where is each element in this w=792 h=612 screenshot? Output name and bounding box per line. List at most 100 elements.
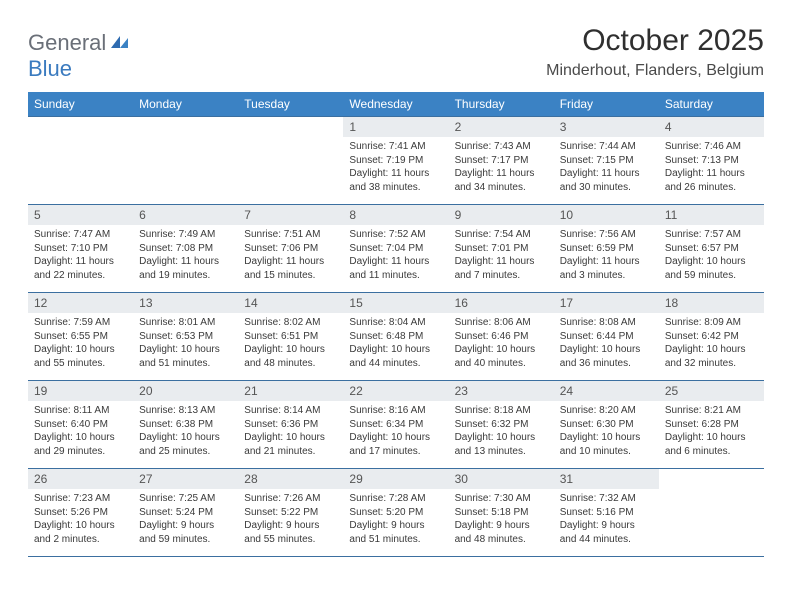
sunset-text: Sunset: 6:36 PM — [244, 418, 337, 432]
day-number: 8 — [343, 205, 448, 225]
day-cell — [28, 117, 133, 205]
sunset-text: Sunset: 6:46 PM — [455, 330, 548, 344]
sunrise-text: Sunrise: 7:59 AM — [34, 316, 127, 330]
sunset-text: Sunset: 7:13 PM — [665, 154, 758, 168]
day-cell: 24Sunrise: 8:20 AMSunset: 6:30 PMDayligh… — [554, 381, 659, 469]
header: General Blue October 2025 Minderhout, Fl… — [28, 24, 764, 82]
day-cell: 27Sunrise: 7:25 AMSunset: 5:24 PMDayligh… — [133, 469, 238, 557]
sunset-text: Sunset: 6:38 PM — [139, 418, 232, 432]
day-cell: 15Sunrise: 8:04 AMSunset: 6:48 PMDayligh… — [343, 293, 448, 381]
sunrise-text: Sunrise: 8:06 AM — [455, 316, 548, 330]
page-title: October 2025 — [546, 24, 764, 58]
day-cell — [659, 469, 764, 557]
day-cell: 5Sunrise: 7:47 AMSunset: 7:10 PMDaylight… — [28, 205, 133, 293]
daylight-text-2: and 32 minutes. — [665, 357, 758, 371]
sunrise-text: Sunrise: 7:46 AM — [665, 140, 758, 154]
day-header: Thursday — [449, 92, 554, 117]
day-number: 16 — [449, 293, 554, 313]
day-cell — [133, 117, 238, 205]
daylight-text-1: Daylight: 10 hours — [455, 431, 548, 445]
day-content: Sunrise: 7:43 AMSunset: 7:17 PMDaylight:… — [449, 137, 554, 200]
day-number: 18 — [659, 293, 764, 313]
daylight-text-1: Daylight: 10 hours — [349, 431, 442, 445]
sunset-text: Sunset: 5:22 PM — [244, 506, 337, 520]
daylight-text-2: and 25 minutes. — [139, 445, 232, 459]
daylight-text-2: and 7 minutes. — [455, 269, 548, 283]
day-content: Sunrise: 7:56 AMSunset: 6:59 PMDaylight:… — [554, 225, 659, 288]
day-header: Monday — [133, 92, 238, 117]
day-content: Sunrise: 7:47 AMSunset: 7:10 PMDaylight:… — [28, 225, 133, 288]
sunrise-text: Sunrise: 8:11 AM — [34, 404, 127, 418]
day-number: 15 — [343, 293, 448, 313]
sunrise-text: Sunrise: 8:16 AM — [349, 404, 442, 418]
daylight-text-2: and 51 minutes. — [349, 533, 442, 547]
logo-text-general: General — [28, 30, 106, 55]
sunset-text: Sunset: 5:16 PM — [560, 506, 653, 520]
day-header: Sunday — [28, 92, 133, 117]
day-content: Sunrise: 8:06 AMSunset: 6:46 PMDaylight:… — [449, 313, 554, 376]
day-cell — [238, 117, 343, 205]
daylight-text-2: and 2 minutes. — [34, 533, 127, 547]
day-cell: 19Sunrise: 8:11 AMSunset: 6:40 PMDayligh… — [28, 381, 133, 469]
sunset-text: Sunset: 6:44 PM — [560, 330, 653, 344]
daylight-text-2: and 59 minutes. — [665, 269, 758, 283]
day-number: 7 — [238, 205, 343, 225]
sunrise-text: Sunrise: 7:43 AM — [455, 140, 548, 154]
day-content: Sunrise: 8:21 AMSunset: 6:28 PMDaylight:… — [659, 401, 764, 464]
sunset-text: Sunset: 5:20 PM — [349, 506, 442, 520]
daylight-text-2: and 30 minutes. — [560, 181, 653, 195]
sunrise-text: Sunrise: 7:49 AM — [139, 228, 232, 242]
daylight-text-2: and 17 minutes. — [349, 445, 442, 459]
daylight-text-2: and 26 minutes. — [665, 181, 758, 195]
sunrise-text: Sunrise: 7:30 AM — [455, 492, 548, 506]
daylight-text-2: and 36 minutes. — [560, 357, 653, 371]
day-content: Sunrise: 7:57 AMSunset: 6:57 PMDaylight:… — [659, 225, 764, 288]
day-content: Sunrise: 8:14 AMSunset: 6:36 PMDaylight:… — [238, 401, 343, 464]
sunrise-text: Sunrise: 7:26 AM — [244, 492, 337, 506]
day-content: Sunrise: 7:54 AMSunset: 7:01 PMDaylight:… — [449, 225, 554, 288]
day-number: 21 — [238, 381, 343, 401]
day-number: 6 — [133, 205, 238, 225]
daylight-text-1: Daylight: 10 hours — [665, 343, 758, 357]
daylight-text-1: Daylight: 11 hours — [455, 167, 548, 181]
day-number: 12 — [28, 293, 133, 313]
day-cell: 7Sunrise: 7:51 AMSunset: 7:06 PMDaylight… — [238, 205, 343, 293]
day-content: Sunrise: 7:25 AMSunset: 5:24 PMDaylight:… — [133, 489, 238, 552]
daylight-text-2: and 13 minutes. — [455, 445, 548, 459]
day-cell: 9Sunrise: 7:54 AMSunset: 7:01 PMDaylight… — [449, 205, 554, 293]
day-number: 14 — [238, 293, 343, 313]
day-cell: 26Sunrise: 7:23 AMSunset: 5:26 PMDayligh… — [28, 469, 133, 557]
daylight-text-1: Daylight: 10 hours — [455, 343, 548, 357]
daylight-text-1: Daylight: 9 hours — [349, 519, 442, 533]
daylight-text-1: Daylight: 10 hours — [244, 431, 337, 445]
day-number: 27 — [133, 469, 238, 489]
sunrise-text: Sunrise: 8:14 AM — [244, 404, 337, 418]
sunrise-text: Sunrise: 8:13 AM — [139, 404, 232, 418]
day-content: Sunrise: 7:32 AMSunset: 5:16 PMDaylight:… — [554, 489, 659, 552]
day-number: 9 — [449, 205, 554, 225]
daylight-text-2: and 3 minutes. — [560, 269, 653, 283]
day-header-row: Sunday Monday Tuesday Wednesday Thursday… — [28, 92, 764, 117]
daylight-text-1: Daylight: 10 hours — [34, 431, 127, 445]
sunset-text: Sunset: 7:06 PM — [244, 242, 337, 256]
sunset-text: Sunset: 6:42 PM — [665, 330, 758, 344]
sunset-text: Sunset: 7:15 PM — [560, 154, 653, 168]
day-content: Sunrise: 8:02 AMSunset: 6:51 PMDaylight:… — [238, 313, 343, 376]
day-number: 4 — [659, 117, 764, 137]
day-cell: 30Sunrise: 7:30 AMSunset: 5:18 PMDayligh… — [449, 469, 554, 557]
day-cell: 20Sunrise: 8:13 AMSunset: 6:38 PMDayligh… — [133, 381, 238, 469]
daylight-text-1: Daylight: 11 hours — [349, 255, 442, 269]
day-number: 5 — [28, 205, 133, 225]
sunset-text: Sunset: 6:59 PM — [560, 242, 653, 256]
sunrise-text: Sunrise: 7:52 AM — [349, 228, 442, 242]
sunrise-text: Sunrise: 7:41 AM — [349, 140, 442, 154]
daylight-text-2: and 44 minutes. — [349, 357, 442, 371]
day-number: 2 — [449, 117, 554, 137]
day-cell: 16Sunrise: 8:06 AMSunset: 6:46 PMDayligh… — [449, 293, 554, 381]
day-content: Sunrise: 7:23 AMSunset: 5:26 PMDaylight:… — [28, 489, 133, 552]
daylight-text-1: Daylight: 11 hours — [139, 255, 232, 269]
daylight-text-2: and 29 minutes. — [34, 445, 127, 459]
week-row: 26Sunrise: 7:23 AMSunset: 5:26 PMDayligh… — [28, 469, 764, 557]
daylight-text-1: Daylight: 11 hours — [560, 167, 653, 181]
logo: General Blue — [28, 30, 131, 82]
